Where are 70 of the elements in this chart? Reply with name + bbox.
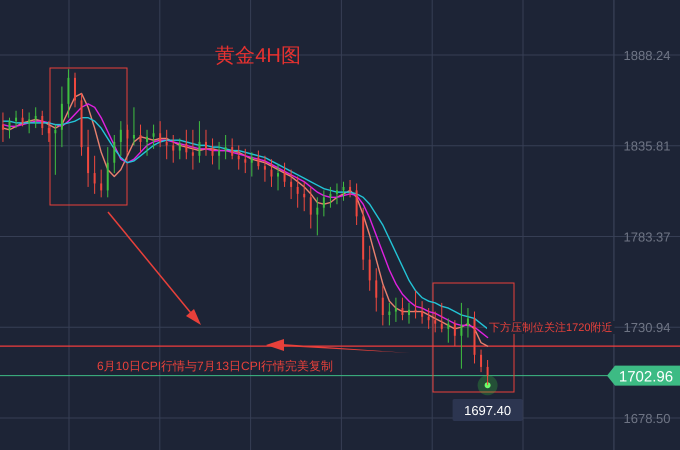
candlestick	[231, 138, 234, 160]
candlestick	[382, 285, 384, 326]
annotation: 6月10日CPI行情与7月13日CPI行情完美复制	[97, 359, 334, 373]
candlestick	[349, 180, 352, 198]
candlestick	[224, 134, 227, 160]
y-tick-label: 1888.24	[624, 48, 670, 63]
candlestick	[368, 245, 371, 292]
candlestick	[375, 268, 378, 312]
candlestick	[250, 152, 253, 178]
candlestick	[388, 302, 390, 326]
candlestick	[159, 120, 162, 148]
candlestick	[8, 117, 10, 139]
candlestick	[198, 120, 200, 164]
candlestick	[296, 176, 299, 208]
candlestick	[277, 164, 280, 191]
y-tick-label: 1783.37	[624, 229, 670, 244]
candlestick	[212, 138, 214, 165]
candlestick	[408, 302, 410, 324]
candlestick	[172, 134, 174, 164]
candlestick	[329, 186, 332, 208]
candlestick	[460, 302, 462, 370]
candlestick	[204, 129, 207, 156]
candlestick	[166, 129, 168, 160]
candlestick	[244, 148, 246, 174]
candlestick	[401, 297, 404, 321]
y-tick-label: 1835.81	[624, 138, 670, 154]
ref-line-label: 1702.96	[618, 368, 674, 386]
candlestick	[146, 129, 148, 156]
candlestick	[264, 155, 266, 182]
candlestick	[15, 110, 18, 129]
candlestick	[257, 150, 260, 170]
annotation: 下方压制位关注1720附近	[489, 321, 612, 334]
candlestick	[113, 134, 116, 174]
y-tick-label: 1678.50	[624, 410, 670, 426]
candlestick	[22, 108, 24, 127]
candlestick	[316, 196, 318, 236]
candlestick	[421, 300, 424, 324]
candlestick	[428, 308, 430, 330]
candlestick	[34, 106, 37, 129]
candlestick	[192, 129, 194, 170]
candlestick	[486, 360, 489, 386]
candlestick	[303, 181, 306, 212]
candlestick	[178, 138, 181, 160]
candlestick	[100, 169, 102, 198]
candlestick	[94, 155, 96, 194]
candlestick	[336, 182, 338, 205]
candlestick	[447, 318, 450, 344]
candlestick	[440, 302, 443, 333]
candlestick	[218, 141, 220, 170]
candlestick	[466, 308, 469, 338]
candlestick	[270, 158, 272, 188]
candlestick	[284, 162, 286, 188]
annotation: 1697.40	[464, 403, 512, 418]
candlestick	[2, 112, 4, 142]
candlestick	[290, 169, 292, 200]
candlestick	[139, 124, 142, 153]
candlestick	[394, 297, 397, 322]
candlestick	[54, 124, 56, 176]
candlestick	[41, 110, 44, 136]
candlestick	[185, 129, 188, 160]
y-tick-label: 1730.94	[624, 320, 670, 336]
candlestick	[322, 190, 325, 217]
candlestick	[74, 72, 76, 108]
candlestick	[120, 120, 122, 156]
candlestick	[28, 112, 30, 134]
candlestick	[310, 186, 312, 229]
candlestick	[342, 181, 345, 202]
text: 黄金4H图	[215, 45, 301, 67]
candlestick	[132, 106, 135, 146]
candlestick	[480, 349, 482, 373]
